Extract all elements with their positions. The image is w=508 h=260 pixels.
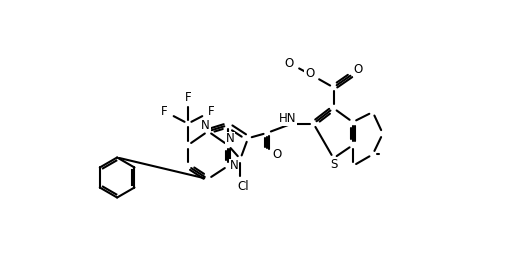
Text: O: O <box>272 148 281 161</box>
Text: S: S <box>330 158 337 171</box>
Text: O: O <box>305 67 314 80</box>
Text: N: N <box>201 119 210 132</box>
Text: F: F <box>184 91 192 104</box>
Text: O: O <box>284 57 294 70</box>
Text: Cl: Cl <box>238 180 249 193</box>
Text: HN: HN <box>278 113 296 126</box>
Text: O: O <box>354 63 363 76</box>
Text: F: F <box>208 105 214 118</box>
Text: N: N <box>230 159 239 172</box>
Text: N: N <box>226 133 235 146</box>
Text: F: F <box>161 105 168 118</box>
